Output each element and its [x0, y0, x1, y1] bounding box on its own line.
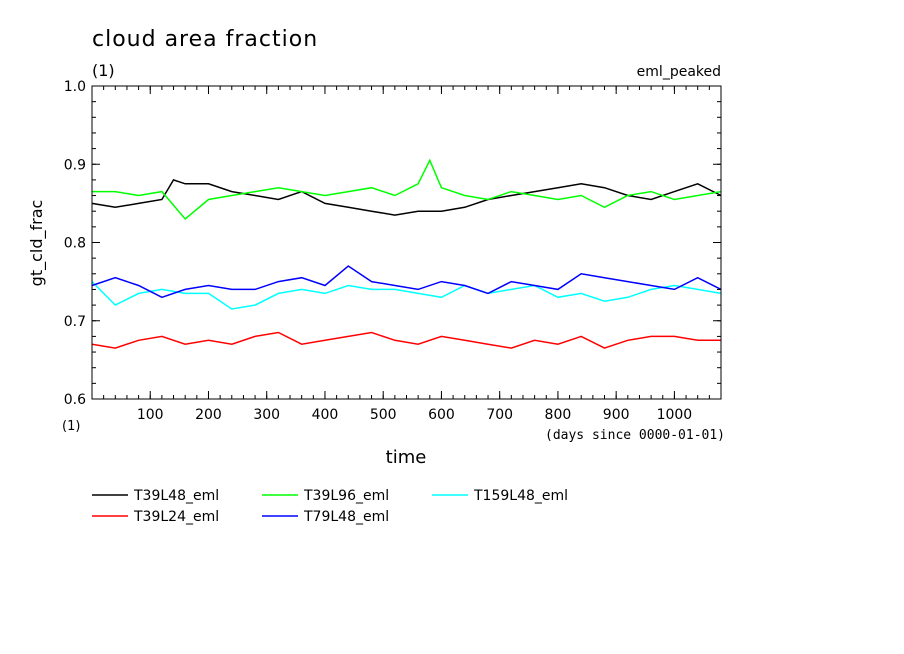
legend-label: T79L48_eml [303, 509, 389, 525]
series-line-T79L48_eml [91, 265, 722, 299]
series-line-T39L48_eml [91, 178, 722, 216]
legend-label: T39L48_eml [133, 488, 219, 504]
y-tick-label: 1.0 [64, 79, 86, 95]
x-tick-label: 200 [195, 407, 222, 423]
y-axis-label: gt_cld_frac [27, 200, 47, 287]
series-line-T39L24_eml [91, 331, 721, 349]
chart-title: cloud area fraction [92, 27, 318, 52]
y-tick-label: 0.7 [64, 314, 86, 330]
y-axis: 0.6 0.7 0.8 0.9 1.0 [64, 79, 721, 408]
legend-label: T39L96_eml [303, 488, 389, 504]
x-axis-label: time [386, 447, 427, 468]
series-line-T159L48_eml [91, 281, 722, 310]
x-tick-label: 100 [137, 407, 164, 423]
chart-subtitle-right: eml_peaked [637, 64, 721, 80]
x-axis: 100 200 300 400 500 600 700 800 900 1000 [103, 86, 710, 423]
x-tick-label: 700 [486, 407, 513, 423]
x-tick-label: 900 [603, 407, 630, 423]
x-unit-label: (days since 0000-01-01) [545, 428, 725, 443]
x-tick-label: 1000 [657, 407, 693, 423]
y-unit-label: (1) [62, 419, 80, 434]
x-tick-label: 300 [253, 407, 280, 423]
series-line-T39L96_eml [92, 158, 722, 221]
x-tick-label: 800 [545, 407, 572, 423]
y-tick-label: 0.8 [64, 236, 86, 252]
legend: T39L48_eml T39L96_eml T159L48_eml T39L24_em… [92, 488, 568, 525]
legend-label: T39L24_eml [133, 509, 219, 525]
plot-lines [91, 158, 722, 349]
y-tick-label: 0.9 [64, 157, 86, 173]
x-tick-label: 400 [312, 407, 339, 423]
x-tick-label: 600 [428, 407, 455, 423]
y-tick-label: 0.6 [64, 392, 86, 408]
plot-frame [91, 85, 722, 400]
chart-subtitle-left: (1) [92, 61, 115, 80]
legend-label: T159L48_eml [473, 488, 568, 504]
x-tick-label: 500 [370, 407, 397, 423]
